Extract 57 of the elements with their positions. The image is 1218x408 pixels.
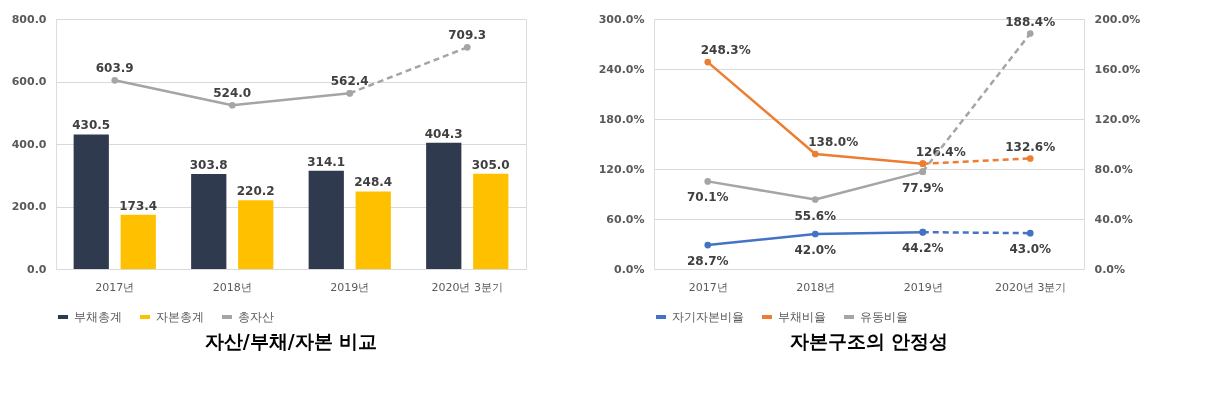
legend-label: 총자산 xyxy=(238,310,274,324)
data-label: 77.9% xyxy=(901,180,944,195)
data-label: 42.0% xyxy=(794,243,837,257)
data-label: 305.0 xyxy=(471,157,510,172)
y-tick-label: 600.0 xyxy=(11,75,47,88)
data-label: 70.1% xyxy=(686,190,729,205)
data-label: 303.8 xyxy=(189,158,228,173)
data-label: 138.0% xyxy=(808,135,859,149)
data-label: 709.3 xyxy=(448,28,487,43)
x-tick-label: 2020년 3분기 xyxy=(995,280,1067,294)
x-tick-label: 2018년 xyxy=(796,280,836,294)
x-tick-label: 2019년 xyxy=(330,280,370,294)
legend-label: 유동비율 xyxy=(860,310,908,324)
data-label: 314.1 xyxy=(307,154,346,169)
y2-tick-label: 200.0% xyxy=(1094,12,1141,26)
y-tick-label: 400.0 xyxy=(11,137,47,151)
y2-tick-label: 0.0% xyxy=(1094,262,1126,276)
legend-label: 자본총계 xyxy=(156,310,204,324)
x-tick-label: 2017년 xyxy=(688,280,728,294)
y-tick-label: 800.0 xyxy=(11,12,47,26)
data-label: 43.0% xyxy=(1009,242,1052,257)
x-tick-label: 2020년 3분기 xyxy=(431,280,503,294)
data-label: 430.5 xyxy=(72,118,111,133)
x-tick-label: 2017년 xyxy=(95,280,135,294)
legend-label: 부채비율 xyxy=(778,310,826,324)
y2-tick-label: 80.0% xyxy=(1094,162,1133,176)
legend-label: 부채총계 xyxy=(74,310,122,324)
y-tick-label: 240.0% xyxy=(598,62,645,76)
y-tick-label: 120.0% xyxy=(598,162,645,176)
y2-tick-label: 40.0% xyxy=(1094,212,1133,226)
data-label: 404.3 xyxy=(424,126,463,141)
y-tick-label: 60.0% xyxy=(606,212,645,226)
y-tick-label: 300.0% xyxy=(598,12,645,26)
legend-label: 자기자본비율 xyxy=(672,310,744,324)
data-label: 55.6% xyxy=(794,208,837,223)
data-label: 248.4 xyxy=(354,175,393,190)
data-label: 220.2 xyxy=(236,184,275,199)
y-tick-label: 0.0% xyxy=(613,262,645,276)
data-label: 524.0 xyxy=(213,86,252,101)
data-label: 44.2% xyxy=(901,241,944,256)
y2-tick-label: 120.0% xyxy=(1094,112,1141,126)
x-tick-label: 2018년 xyxy=(212,280,252,294)
data-label: 248.3% xyxy=(700,43,751,58)
data-label: 126.4% xyxy=(915,144,966,159)
y2-tick-label: 160.0% xyxy=(1094,62,1141,76)
data-label: 188.4% xyxy=(1005,14,1056,29)
data-label: 132.6% xyxy=(1005,139,1056,154)
y-tick-label: 180.0% xyxy=(598,112,645,126)
x-tick-label: 2019년 xyxy=(903,280,943,294)
data-label: 173.4 xyxy=(119,198,158,213)
data-label: 28.7% xyxy=(686,254,729,269)
data-label: 562.4 xyxy=(330,74,369,89)
data-label: 603.9 xyxy=(95,61,134,76)
text: 자산/부채/자본 비교 xyxy=(204,330,378,352)
y-tick-label: 0.0 xyxy=(27,262,47,276)
text: 자본구조의 안정성 xyxy=(789,330,949,352)
y-tick-label: 200.0 xyxy=(11,200,47,213)
